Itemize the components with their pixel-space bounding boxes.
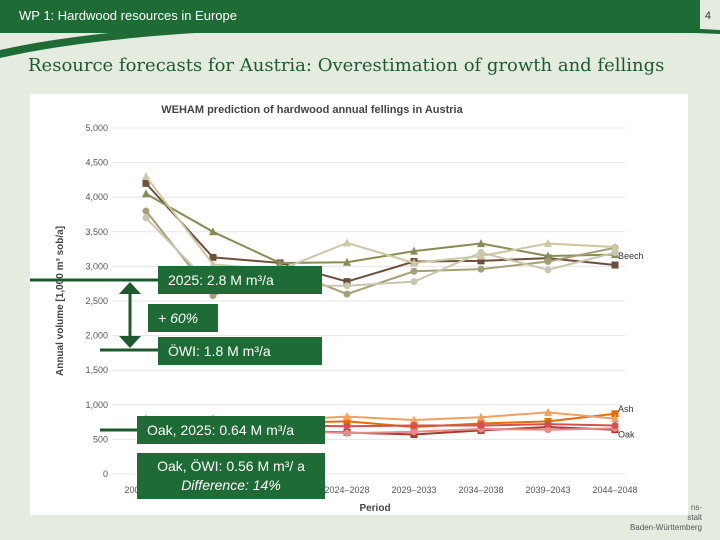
- data-point: [477, 412, 485, 421]
- data-point: [544, 426, 552, 434]
- header-bar: WP 1: Hardwood resources in Europe: [0, 0, 700, 33]
- data-point: [343, 290, 351, 298]
- x-tick-label: 2039–2043: [525, 485, 570, 495]
- x-tick-label: 2029–2033: [391, 485, 436, 495]
- data-point: [410, 428, 418, 436]
- data-point: [544, 258, 552, 266]
- data-point: [410, 246, 418, 255]
- y-axis-label: Annual volume [1,000 m³ sob/a]: [55, 226, 66, 376]
- data-point: [343, 257, 351, 266]
- data-point: [611, 422, 619, 430]
- y-tick-label: 4,000: [85, 192, 108, 202]
- data-point: [343, 417, 351, 425]
- data-point: [343, 412, 351, 421]
- y-tick-label: 1,000: [85, 400, 108, 410]
- data-point: [477, 249, 485, 257]
- slide-title: Resource forecasts for Austria: Overesti…: [28, 55, 665, 76]
- y-tick-label: 0: [103, 469, 108, 479]
- data-point: [544, 266, 552, 274]
- data-point: [142, 207, 150, 215]
- data-point: [544, 251, 552, 260]
- data-point: [276, 258, 284, 267]
- y-tick-label: 2,000: [85, 331, 108, 341]
- data-point: [410, 267, 418, 275]
- data-point: [544, 420, 552, 428]
- data-point: [343, 278, 351, 286]
- data-point: [477, 265, 485, 273]
- data-point: [209, 253, 217, 261]
- y-tick-label: 5,000: [85, 123, 108, 133]
- data-point: [343, 282, 351, 290]
- data-point: [544, 407, 552, 416]
- data-point: [410, 415, 418, 424]
- data-point: [544, 239, 552, 248]
- x-tick-label: 2024–2028: [324, 485, 369, 495]
- chart-panel: WEHAM prediction of hardwood annual fell…: [30, 94, 688, 515]
- data-point: [209, 227, 217, 236]
- line-chart: WEHAM prediction of hardwood annual fell…: [55, 104, 644, 514]
- institution-logo: ns- stalt Baden-Württemberg: [630, 503, 702, 533]
- y-tick-label: 500: [93, 434, 108, 444]
- logo-line-3: Baden-Württemberg: [629, 523, 702, 532]
- data-point: [611, 261, 619, 269]
- x-axis-label: Period: [359, 503, 390, 514]
- series-line: [145, 182, 616, 283]
- footer-swoosh: [0, 21, 720, 59]
- data-point: [209, 259, 217, 268]
- data-point: [477, 422, 485, 430]
- callout-oak-2025: Oak, 2025: 0.64 M m³/a: [137, 416, 325, 444]
- chart-title: WEHAM prediction of hardwood annual fell…: [161, 104, 463, 116]
- data-point: [410, 422, 418, 430]
- data-point: [611, 410, 619, 418]
- data-point: [611, 414, 619, 423]
- callout-plus-60: + 60%: [148, 304, 218, 332]
- callout-oak-owi-line: Oak, ÖWI: 0.56 M m³/ a: [157, 458, 305, 474]
- y-tick-label: 4,500: [85, 158, 108, 168]
- y-tick-label: 1,500: [85, 365, 108, 375]
- data-point: [410, 278, 418, 286]
- data-point: [343, 238, 351, 247]
- logo-line-2: stalt: [687, 513, 702, 522]
- series-label: Beech: [618, 251, 644, 261]
- logo-line-1: ns-: [690, 503, 702, 512]
- data-point: [477, 239, 485, 248]
- data-point: [142, 179, 150, 187]
- data-point: [343, 422, 351, 430]
- callout-2025: 2025: 2.8 M m³/a: [158, 266, 322, 294]
- data-point: [611, 249, 619, 257]
- x-tick-label: 2044–2048: [592, 485, 637, 495]
- series-label: Ash: [618, 404, 634, 414]
- y-tick-label: 3,500: [85, 227, 108, 237]
- y-tick-label: 3,000: [85, 261, 108, 271]
- data-point: [142, 214, 150, 222]
- page-number: 4: [704, 10, 711, 22]
- series-line: [145, 175, 616, 271]
- callout-owi: ÖWI: 1.8 M m³/a: [158, 337, 322, 365]
- callout-difference: Difference: 14%: [181, 477, 281, 493]
- header-title: WP 1: Hardwood resources in Europe: [19, 8, 237, 23]
- series-label: Oak: [618, 430, 635, 440]
- callout-oak-owi: Oak, ÖWI: 0.56 M m³/ a Difference: 14%: [137, 453, 325, 499]
- data-point: [410, 258, 418, 267]
- data-point: [142, 189, 150, 198]
- data-point: [142, 171, 150, 180]
- series-line: [145, 192, 616, 264]
- y-tick-label: 2,500: [85, 296, 108, 306]
- data-point: [343, 429, 351, 437]
- x-tick-label: 2034–2038: [458, 485, 503, 495]
- data-point: [611, 242, 619, 251]
- data-point: [477, 257, 485, 265]
